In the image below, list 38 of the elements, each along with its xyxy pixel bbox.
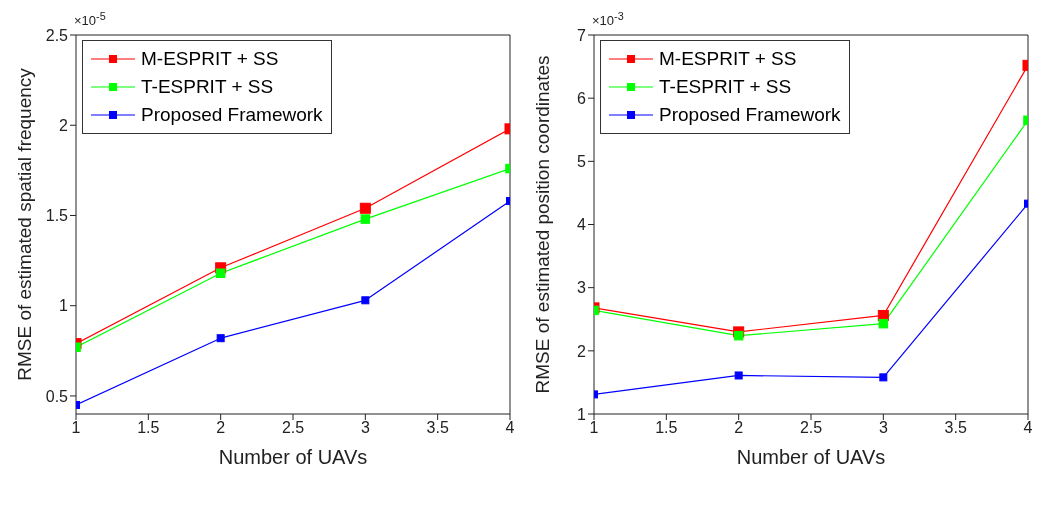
y-axis-title: RMSE of estimated position coordinates — [531, 55, 553, 394]
y-tick-label: 2 — [577, 342, 587, 360]
x-tick-label: 3 — [878, 419, 888, 437]
x-tick-label: 1.5 — [655, 419, 678, 437]
text: ×10$^{-3}$ — [592, 10, 624, 29]
y-tick-label: 1 — [59, 297, 69, 315]
x-tick-label: 3.5 — [944, 419, 967, 437]
y-tick-label: 2 — [59, 116, 69, 134]
y-axis-title: RMSE of estimated spatial frequency — [13, 67, 35, 381]
x-tick-label: 1.5 — [137, 419, 160, 437]
legend-label: T-ESPRIT + SS — [141, 76, 274, 98]
y-tick-label: 4 — [577, 216, 587, 234]
y-tick-label: 6 — [577, 89, 587, 107]
x-tick-label: 1 — [71, 419, 81, 437]
x-tick-label: 3 — [360, 419, 370, 437]
x-tick-label: 2 — [734, 419, 744, 437]
y-tick-label: 7 — [577, 26, 587, 44]
y-tick-label: 2.5 — [45, 26, 69, 44]
legend-label: Proposed Framework — [659, 104, 841, 126]
x-tick-label: 2 — [216, 419, 226, 437]
text: ×10$^{-5}$ — [74, 10, 106, 29]
legend-label: Proposed Framework — [141, 104, 323, 126]
x-tick-label: 2.5 — [281, 419, 305, 437]
y-tick-label: 5 — [577, 153, 587, 171]
x-tick-label: 2.5 — [799, 419, 823, 437]
legend-label: M-ESPRIT + SS — [659, 48, 797, 70]
x-tick-label: 3.5 — [426, 419, 449, 437]
y-tick-label: 1.5 — [45, 207, 69, 225]
x-axis-title: Number of UAVs — [736, 446, 886, 468]
x-tick-label: 4 — [505, 419, 515, 437]
legend-label: M-ESPRIT + SS — [141, 48, 279, 70]
y-tick-label: 1 — [577, 405, 587, 423]
y-tick-label: 3 — [577, 279, 587, 297]
x-axis-title: Number of UAVs — [218, 446, 368, 468]
y-tick-label: 0.5 — [45, 387, 69, 405]
x-tick-label: 1 — [589, 419, 599, 437]
legend-label: T-ESPRIT + SS — [659, 76, 792, 98]
x-tick-label: 4 — [1023, 419, 1033, 437]
